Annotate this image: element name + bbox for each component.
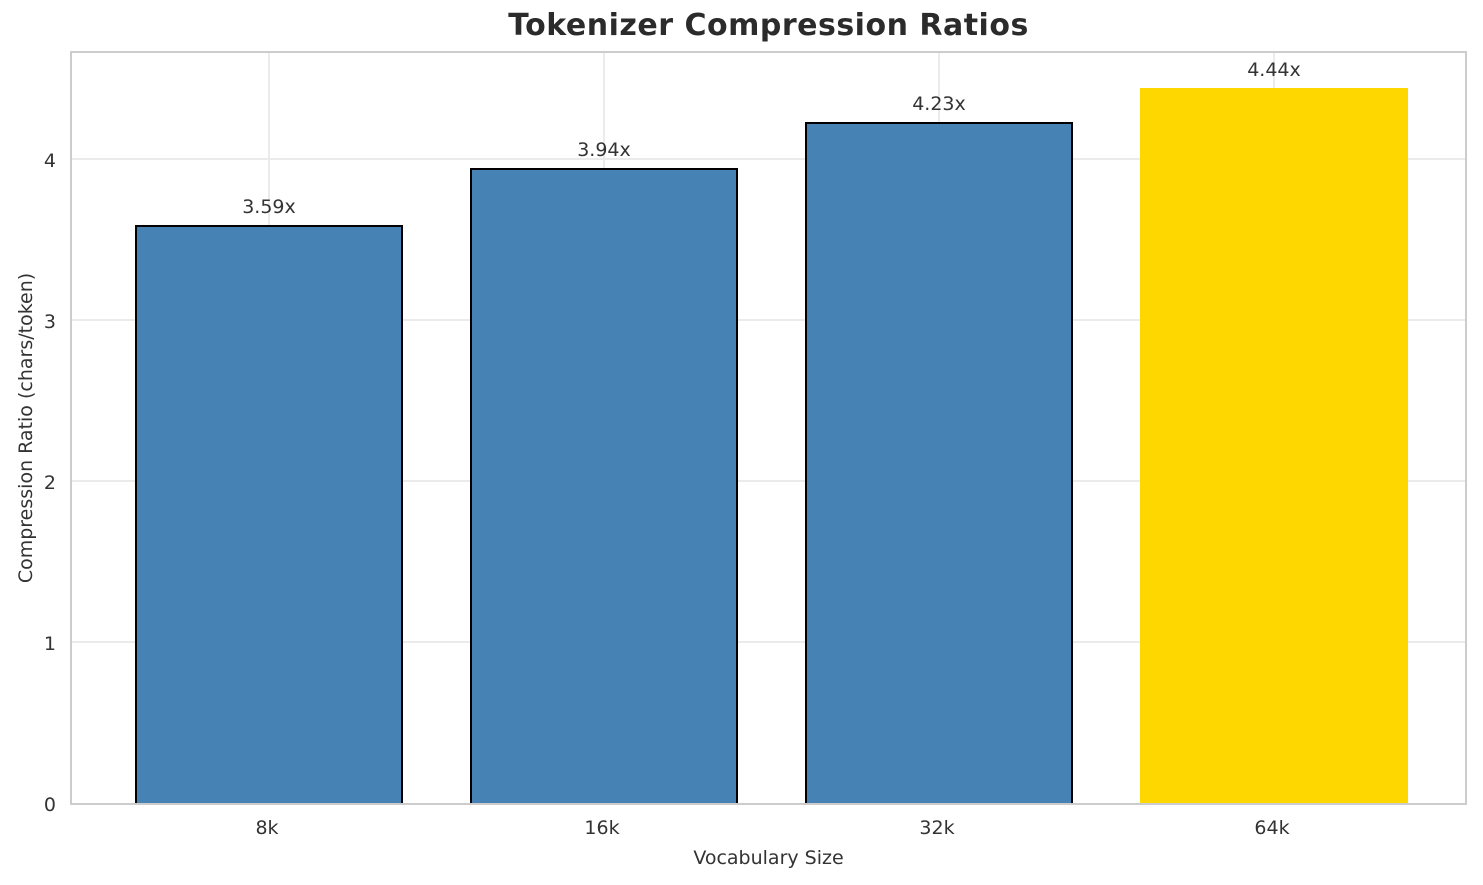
bar-32k (805, 121, 1073, 803)
bar-64k (1140, 87, 1408, 803)
bar-8k (135, 224, 403, 803)
y-tick-label-3: 3 (43, 310, 56, 333)
x-axis-label: Vocabulary Size (693, 847, 844, 869)
x-tick-label-8k: 8k (255, 817, 279, 839)
y-tick-label-0: 0 (43, 794, 56, 816)
x-tick-label-32k: 32k (919, 817, 955, 839)
gridline-horizontal (72, 640, 1465, 643)
gridline-horizontal (72, 157, 1465, 160)
y-tick-label-4: 4 (43, 149, 56, 172)
x-tick-label-16k: 16k (584, 817, 620, 839)
bar-value-label-64k: 4.44x (1247, 58, 1301, 81)
y-tick-label-2: 2 (43, 471, 56, 494)
gridline-horizontal (72, 479, 1465, 482)
bar-value-label-8k: 3.59x (242, 195, 296, 218)
bar-value-label-16k: 3.94x (577, 139, 631, 162)
chart-title: Tokenizer Compression Ratios (508, 8, 1029, 43)
gridline-horizontal (72, 318, 1465, 321)
x-tick-label-64k: 64k (1254, 817, 1290, 839)
bar-16k (470, 168, 738, 803)
y-tick-label-1: 1 (43, 632, 56, 655)
bar-value-label-32k: 4.23x (912, 92, 966, 115)
plot-area: 3.59x 3.94x 4.23x 4.44x (70, 51, 1467, 805)
